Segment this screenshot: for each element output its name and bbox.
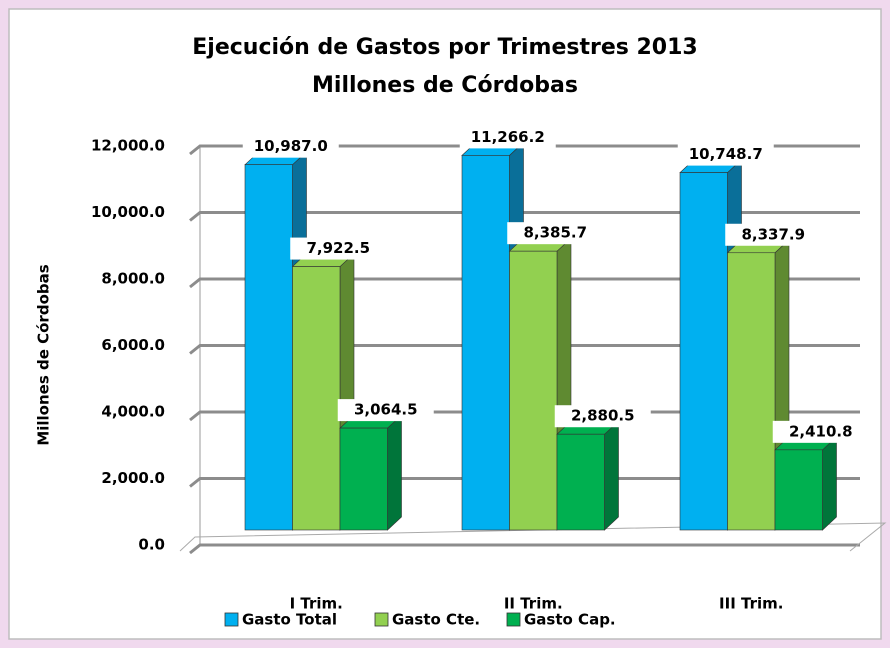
x-tick-label: II Trim.	[504, 595, 563, 613]
y-tick-label: 8,000.0	[101, 270, 165, 288]
legend-label: Gasto Cap.	[524, 611, 616, 629]
value-label-bg	[554, 405, 651, 428]
value-label: 2,410.8	[789, 422, 853, 440]
bar-side	[604, 420, 619, 531]
value-label: 2,880.5	[571, 407, 635, 425]
y-tick-label: 0.0	[138, 536, 165, 554]
bar-side	[822, 436, 837, 531]
y-tick-label: 2,000.0	[101, 469, 165, 487]
value-label-bg	[459, 126, 556, 149]
y-tick-label: 4,000.0	[101, 403, 165, 421]
value-label: 10,748.7	[689, 145, 763, 163]
value-label: 8,337.9	[741, 225, 805, 243]
bar-front	[509, 250, 558, 531]
bar-front	[339, 427, 388, 531]
value-label-bg	[242, 135, 339, 158]
bar	[774, 436, 838, 531]
legend-swatch	[224, 612, 239, 627]
y-tick-label: 6,000.0	[101, 336, 165, 354]
chart-title: Ejecución de Gastos por Trimestres 2013	[192, 35, 697, 60]
grid-line	[189, 477, 860, 488]
value-label: 8,385.7	[523, 224, 587, 242]
bar-front	[244, 164, 293, 531]
bar-front	[679, 172, 728, 531]
value-label-bg	[337, 399, 434, 422]
value-label-bg	[290, 237, 387, 260]
x-tick-label: I Trim.	[290, 595, 343, 613]
value-label-bg	[725, 223, 822, 246]
y-tick-label: 12,000.0	[91, 137, 165, 155]
value-label: 10,987.0	[254, 137, 328, 155]
grid-line	[189, 144, 860, 156]
value-label-bg	[677, 143, 774, 166]
value-label-bg	[772, 420, 869, 443]
value-label: 3,064.5	[354, 401, 418, 419]
grid-line	[189, 211, 860, 222]
chart-subtitle: Millones de Córdobas	[312, 73, 578, 98]
legend-label: Gasto Cte.	[392, 611, 480, 629]
bar-front	[727, 252, 776, 531]
y-tick-label: 10,000.0	[91, 203, 165, 221]
value-label: 11,266.2	[471, 128, 545, 146]
legend-swatch	[506, 612, 521, 627]
bar	[339, 414, 403, 531]
x-tick-label: III Trim.	[719, 595, 783, 613]
bar	[291, 252, 355, 531]
bar-side	[387, 414, 402, 531]
grid-line	[189, 543, 860, 555]
value-label-bg	[507, 222, 604, 245]
bar-front	[774, 449, 823, 531]
legend-label: Gasto Total	[242, 611, 337, 629]
bar-front	[461, 155, 510, 531]
grid-line	[189, 344, 860, 355]
bar	[556, 420, 620, 531]
bar-front	[292, 266, 341, 531]
value-label: 7,922.5	[306, 239, 370, 257]
y-axis-title: Millones de Córdobas	[35, 264, 53, 445]
bar-front	[556, 433, 605, 531]
grid-line	[189, 277, 860, 289]
legend-swatch	[374, 612, 389, 627]
